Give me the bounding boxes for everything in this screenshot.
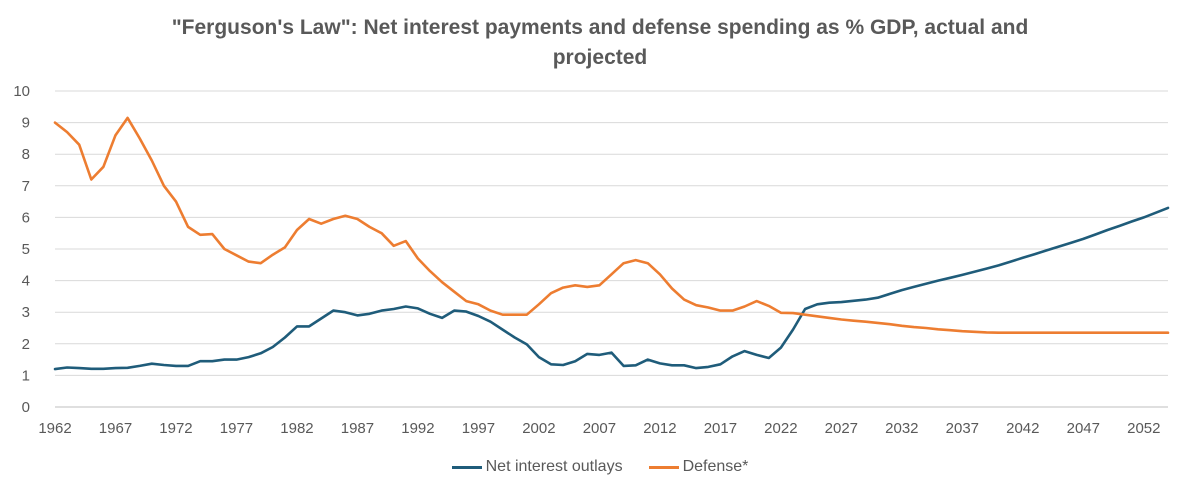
x-tick-label: 1977 — [220, 420, 253, 437]
y-tick-label: 9 — [22, 115, 30, 132]
y-tick-label: 10 — [13, 83, 30, 100]
y-tick-label: 7 — [22, 178, 30, 195]
chart-title: "Ferguson's Law": Net interest payments … — [100, 13, 1100, 73]
legend-label-defense: Defense* — [682, 458, 749, 475]
x-tick-label: 1992 — [401, 420, 434, 437]
y-axis-ticks: 0 1 2 3 4 5 6 7 8 9 10 — [13, 83, 30, 416]
legend-swatch-net-interest — [451, 465, 482, 469]
x-tick-label: 1972 — [159, 420, 192, 437]
x-tick-label: 2042 — [1006, 420, 1039, 437]
x-tick-label: 1997 — [462, 420, 495, 437]
legend-swatch-defense — [648, 465, 679, 469]
chart-title-line-2: projected — [552, 46, 648, 69]
y-tick-label: 4 — [22, 273, 30, 290]
legend-item-net-interest: Net interest outlays — [451, 458, 623, 476]
gridlines — [55, 90, 1168, 408]
legend-item-defense: Defense* — [648, 458, 749, 476]
y-tick-label: 3 — [22, 304, 30, 321]
series-line-net-interest-outlays — [53, 206, 1170, 371]
legend-label-net-interest: Net interest outlays — [485, 458, 623, 475]
y-tick-label: 5 — [22, 241, 30, 258]
x-tick-label: 2012 — [643, 420, 676, 437]
y-tick-label: 0 — [22, 399, 30, 416]
x-tick-label: 2052 — [1127, 420, 1160, 437]
y-tick-label: 8 — [22, 146, 30, 163]
x-tick-label: 2032 — [885, 420, 918, 437]
y-tick-label: 6 — [22, 209, 30, 226]
series-lines — [53, 116, 1170, 371]
legend: Net interest outlays Defense* — [0, 458, 1200, 476]
x-axis-ticks: 1962 1967 1972 1977 1982 1987 1992 1997 2002 2007… — [38, 420, 1160, 437]
y-tick-label: 1 — [22, 367, 30, 384]
x-tick-label: 1982 — [280, 420, 313, 437]
x-tick-label: 1967 — [99, 420, 132, 437]
x-tick-label: 2007 — [583, 420, 616, 437]
x-tick-label: 2027 — [825, 420, 858, 437]
chart-title-line-1: "Ferguson's Law": Net interest payments … — [171, 16, 1029, 39]
x-tick-label: 2002 — [522, 420, 555, 437]
x-tick-label: 2022 — [764, 420, 797, 437]
y-tick-label: 2 — [22, 336, 30, 353]
x-tick-label: 1962 — [38, 420, 71, 437]
x-tick-label: 2037 — [946, 420, 979, 437]
x-tick-label: 1987 — [341, 420, 374, 437]
x-tick-label: 2047 — [1067, 420, 1100, 437]
series-line-defense — [53, 116, 1170, 335]
x-tick-label: 2017 — [704, 420, 737, 437]
